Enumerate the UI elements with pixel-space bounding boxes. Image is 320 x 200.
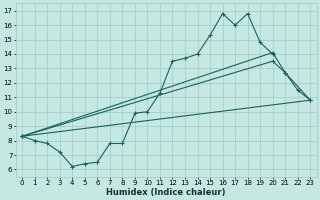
X-axis label: Humidex (Indice chaleur): Humidex (Indice chaleur) — [107, 188, 226, 197]
